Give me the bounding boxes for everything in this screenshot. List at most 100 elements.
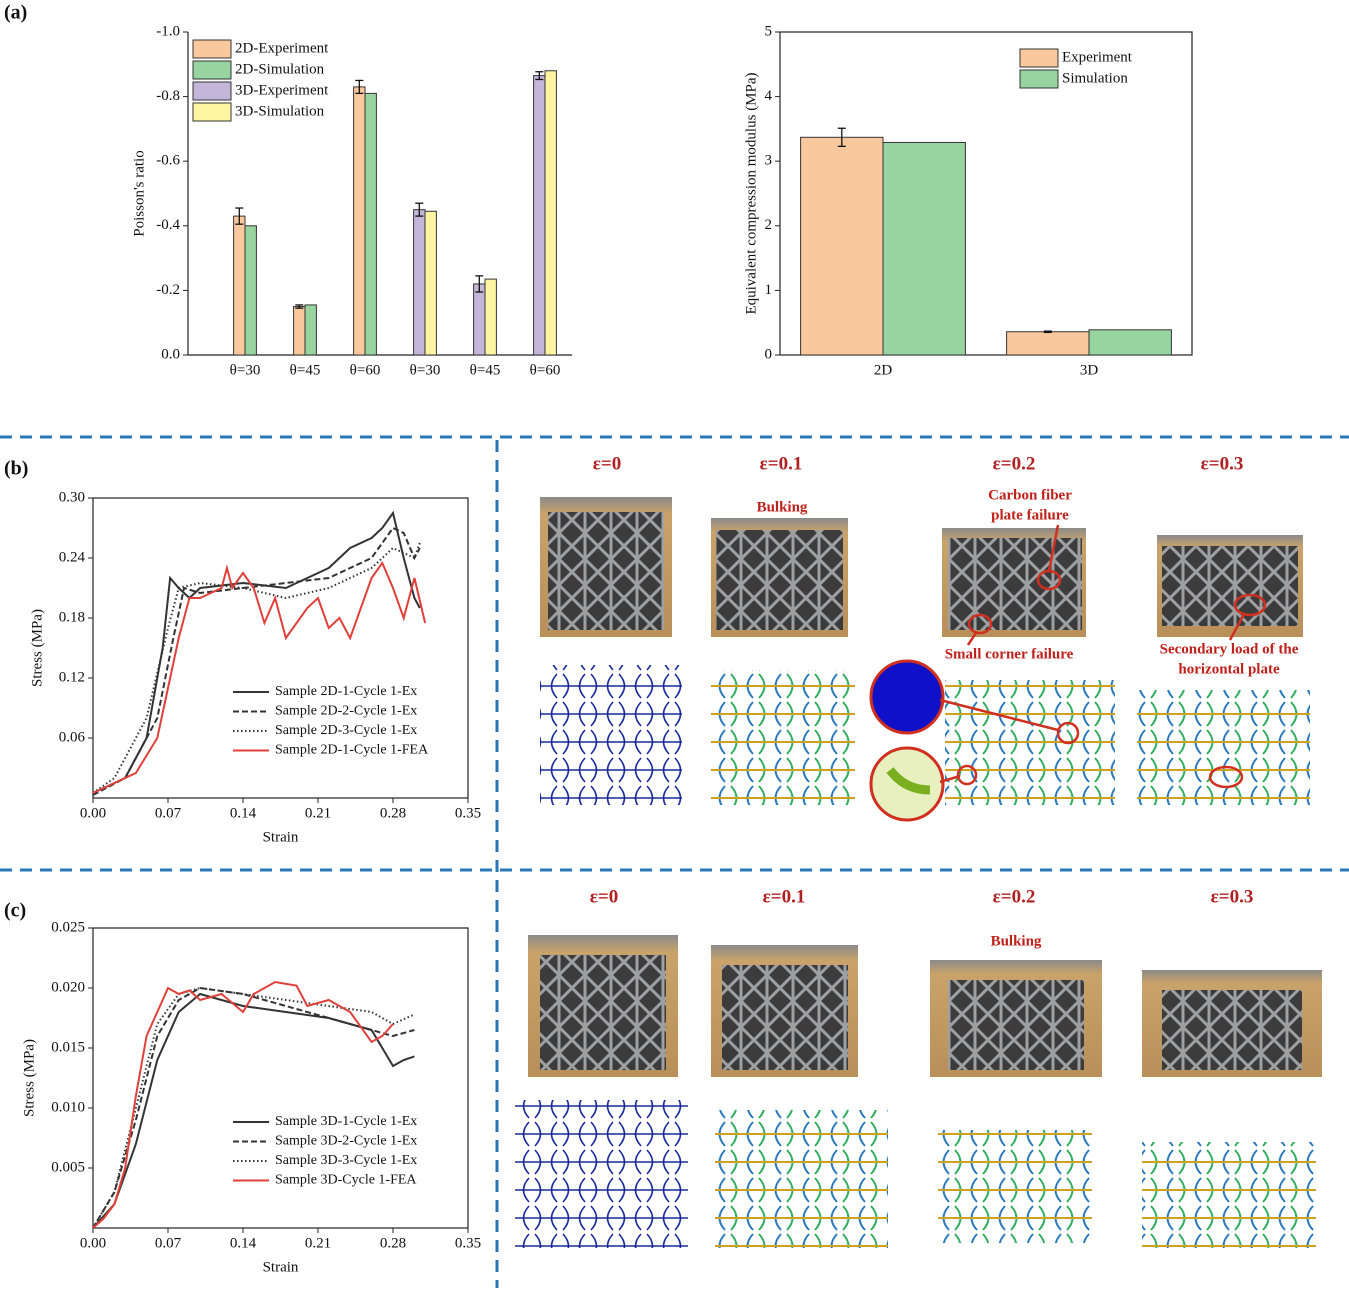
line-series	[93, 563, 425, 793]
legend-swatch	[193, 103, 231, 121]
y-tick-label: 0.24	[59, 549, 86, 565]
x-tick-label: 0.28	[380, 1235, 406, 1251]
x-tick-label: 0.35	[455, 805, 481, 821]
x-tick-label: θ=45	[290, 362, 321, 378]
fe-model-row-c	[515, 1100, 1316, 1248]
legend-label: Sample 2D-1-Cycle 1-FEA	[275, 743, 429, 758]
bar	[245, 226, 256, 355]
x-tick-label: θ=30	[230, 362, 261, 378]
legend-label: Simulation	[1062, 70, 1128, 86]
bar	[1007, 332, 1089, 355]
y-axis-label: Equivalent compression modulus (MPa)	[743, 72, 759, 314]
figure: (a) (b) (c)	[0, 0, 1349, 1288]
bar	[474, 284, 485, 355]
x-tick-label: 0.00	[80, 805, 106, 821]
y-tick-label: 3	[765, 153, 773, 169]
panel-label: (c)	[4, 900, 26, 922]
legend-swatch	[193, 82, 231, 100]
y-tick-label: 4	[765, 88, 773, 104]
legend-label: Sample 3D-1-Cycle 1-Ex	[275, 1114, 417, 1129]
x-tick-label: 3D	[1080, 362, 1099, 378]
x-tick-label: 0.21	[305, 1235, 331, 1251]
strain-label: ε=0	[593, 453, 621, 474]
y-axis-label: Stress (MPa)	[29, 609, 45, 687]
annotation: Bulking	[991, 933, 1042, 949]
x-tick-label: θ=30	[410, 362, 441, 378]
x-axis-label: Strain	[263, 829, 299, 845]
annotation: Carbon fiber	[988, 487, 1072, 503]
bar	[425, 211, 436, 355]
bar	[1089, 330, 1171, 355]
bar	[414, 210, 425, 355]
y-tick-label: 0.015	[51, 1039, 85, 1055]
y-tick-label: 0.30	[59, 489, 85, 505]
annotation: Secondary load of the	[1160, 641, 1299, 657]
bar	[485, 279, 496, 355]
legend-label: Sample 3D-2-Cycle 1-Ex	[275, 1134, 417, 1149]
legend-swatch	[193, 61, 231, 79]
y-tick-label: 0.0	[161, 346, 180, 362]
y-tick-label: 0.18	[59, 609, 85, 625]
annotation: plate failure	[991, 507, 1069, 523]
bar	[883, 142, 965, 355]
legend-label: Sample 2D-3-Cycle 1-Ex	[275, 723, 417, 738]
x-tick-label: 0.07	[155, 1235, 182, 1251]
legend-label: 3D-Experiment	[235, 82, 329, 98]
legend-label: Sample 2D-1-Cycle 1-Ex	[275, 684, 417, 699]
strain-label: ε=0.1	[763, 886, 806, 907]
line-series	[93, 988, 414, 1228]
bar	[294, 307, 305, 355]
x-tick-label: 0.07	[155, 805, 182, 821]
bar	[545, 71, 556, 355]
y-tick-label: -0.2	[156, 282, 180, 298]
line-series	[93, 988, 414, 1228]
strain-label: ε=0.2	[993, 886, 1036, 907]
error-bar	[1044, 331, 1052, 332]
y-tick-label: 0.12	[59, 669, 85, 685]
annotation: Small corner failure	[945, 646, 1074, 662]
y-tick-label: 1	[765, 282, 773, 298]
bar	[365, 93, 376, 355]
y-axis-label: Poisson's ratio	[131, 150, 147, 236]
legend-swatch	[1020, 70, 1058, 88]
y-axis-label: Stress (MPa)	[21, 1039, 37, 1117]
y-tick-label: 0.010	[51, 1099, 85, 1115]
x-tick-label: θ=60	[530, 362, 561, 378]
bar	[354, 87, 365, 355]
x-tick-label: 0.21	[305, 805, 331, 821]
bar	[234, 216, 245, 355]
y-tick-label: 0.025	[51, 919, 85, 935]
x-tick-label: 0.28	[380, 805, 406, 821]
y-tick-label: 0.005	[51, 1159, 85, 1175]
x-axis-label: Strain	[263, 1259, 299, 1275]
panel-label: (b)	[4, 458, 28, 480]
legend-swatch	[193, 40, 231, 58]
legend-swatch	[1020, 49, 1058, 67]
legend-label: Sample 3D-Cycle 1-FEA	[275, 1173, 417, 1188]
bar	[801, 137, 883, 355]
line-series	[93, 982, 393, 1228]
y-tick-label: -0.4	[156, 217, 180, 233]
annotation: Bulking	[757, 499, 808, 515]
legend-label: Experiment	[1062, 49, 1133, 65]
strain-label: ε=0.1	[760, 453, 803, 474]
strain-label: ε=0.2	[993, 453, 1036, 474]
x-tick-label: 0.35	[455, 1235, 481, 1251]
y-tick-label: 0.06	[59, 729, 86, 745]
y-tick-label: -1.0	[156, 23, 180, 39]
y-tick-label: 5	[765, 23, 773, 39]
x-tick-label: 0.14	[230, 805, 257, 821]
x-tick-label: 2D	[874, 362, 893, 378]
strain-label: ε=0.3	[1201, 453, 1244, 474]
y-tick-label: 0.020	[51, 979, 85, 995]
x-tick-label: 0.00	[80, 1235, 106, 1251]
strain-label: ε=0	[590, 886, 618, 907]
bar	[305, 305, 316, 355]
x-tick-label: 0.14	[230, 1235, 257, 1251]
y-tick-label: -0.8	[156, 88, 180, 104]
y-tick-label: 2	[765, 217, 773, 233]
legend-label: 2D-Experiment	[235, 40, 329, 56]
bar	[534, 76, 545, 355]
photo-row-c	[528, 935, 1322, 1077]
annotation: horizontal plate	[1178, 661, 1280, 677]
